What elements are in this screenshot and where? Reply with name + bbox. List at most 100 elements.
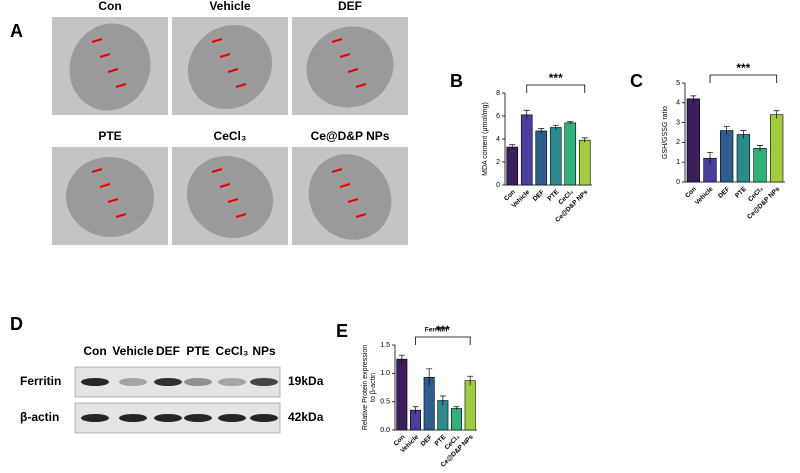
error-bar: [439, 395, 446, 406]
cell: [306, 26, 394, 108]
arrow: [91, 168, 103, 173]
y-axis-label: Relative Protein expression: [362, 345, 369, 430]
cell: [186, 155, 274, 239]
significance-bracket: [709, 74, 778, 83]
lane-label: NPs: [252, 344, 276, 358]
band: [81, 378, 109, 386]
arrow: [227, 68, 239, 73]
arrow: [235, 213, 247, 218]
blot-size-label: 19kDa: [288, 374, 324, 388]
error-bar: [412, 406, 419, 414]
panel-label: E: [336, 321, 348, 341]
y-tick-label: 1.0: [380, 370, 390, 377]
error-bar: [757, 145, 763, 152]
blot-row-label: β-actin: [20, 410, 59, 424]
significance-label: ***: [549, 71, 563, 85]
panel-label: C: [630, 71, 643, 91]
error-bar: [581, 137, 588, 143]
bar: [535, 130, 548, 186]
bar: [520, 114, 533, 186]
micrograph-label: Vehicle: [209, 0, 251, 13]
lane-label: Vehicle: [112, 344, 154, 358]
cell: [66, 156, 154, 238]
error-bar: [538, 128, 545, 134]
arrow: [355, 83, 367, 88]
y-tick-label: 5: [676, 80, 680, 87]
x-tick-label: DEF: [717, 186, 731, 200]
lane-label: PTE: [186, 344, 209, 358]
arrow: [347, 198, 359, 203]
arrow: [107, 68, 119, 73]
y-axis-label: MDA content (μmol/mg): [482, 102, 489, 176]
error-bar: [740, 130, 747, 139]
arrow: [235, 83, 247, 88]
y-tick-label: 0: [676, 179, 680, 186]
bar: [578, 139, 591, 186]
bar: [564, 122, 577, 186]
cell: [69, 23, 151, 111]
y-tick-label: 2: [496, 159, 500, 166]
micrograph-label: Ce@D&P NPs: [311, 129, 390, 143]
panel-label: A: [10, 21, 23, 41]
arrow: [347, 68, 359, 73]
arrow: [107, 198, 119, 203]
micrograph-label: DEF: [338, 0, 362, 13]
error-bar: [773, 110, 780, 119]
y-tick-label: 6: [496, 113, 500, 120]
band: [218, 378, 246, 386]
bar: [770, 114, 784, 183]
blot-row-label: Ferritin: [20, 374, 61, 388]
band: [184, 378, 212, 386]
error-bar: [523, 109, 530, 120]
error-bar: [552, 124, 559, 130]
arrow: [211, 38, 223, 43]
x-tick-label: Vehicle: [694, 185, 715, 206]
arrow: [219, 53, 231, 58]
y-tick-label: 1: [676, 159, 680, 166]
y-axis-label: GSH/GSSG ratio: [662, 106, 669, 159]
y-tick-label: 2: [676, 139, 680, 146]
x-tick-label: PTE: [734, 185, 748, 199]
bar: [549, 127, 562, 186]
bar: [396, 358, 408, 431]
band: [250, 378, 278, 386]
lane-label: Con: [83, 344, 106, 358]
error-bar: [690, 95, 697, 102]
arrow: [331, 38, 343, 43]
band: [154, 414, 182, 422]
significance-label: ***: [436, 323, 450, 337]
significance-bracket: [415, 336, 471, 345]
bar: [506, 146, 519, 186]
y-tick-label: 0.0: [380, 427, 390, 434]
chart-title: Ferritin: [425, 327, 447, 334]
cell: [308, 154, 392, 240]
blot-size-label: 42kDa: [288, 410, 324, 424]
error-bar: [707, 151, 713, 165]
lane-label: DEF: [156, 344, 180, 358]
band: [119, 378, 147, 386]
y-tick-label: 3: [676, 119, 680, 126]
y-tick-label: 4: [496, 136, 500, 143]
significance-bracket: [526, 84, 586, 93]
arrow: [331, 168, 343, 173]
micrograph-label: CeCl₃: [214, 129, 247, 143]
micrograph-label: Con: [98, 0, 121, 13]
error-bar: [398, 354, 405, 364]
error-bar: [567, 121, 574, 125]
arrow: [355, 213, 367, 218]
x-tick-label: Con: [684, 186, 698, 200]
error-bar: [453, 406, 460, 411]
bar: [753, 148, 767, 183]
arrow: [115, 213, 127, 218]
error-bar: [467, 375, 474, 386]
error-bar: [723, 126, 730, 135]
panel-label: D: [10, 314, 23, 334]
micrograph-label: PTE: [98, 129, 121, 143]
bar: [720, 130, 734, 183]
band: [184, 414, 212, 422]
x-tick-label: DEF: [532, 189, 546, 203]
cell: [187, 24, 273, 110]
arrow: [219, 183, 231, 188]
y-tick-label: 0.5: [380, 399, 390, 406]
